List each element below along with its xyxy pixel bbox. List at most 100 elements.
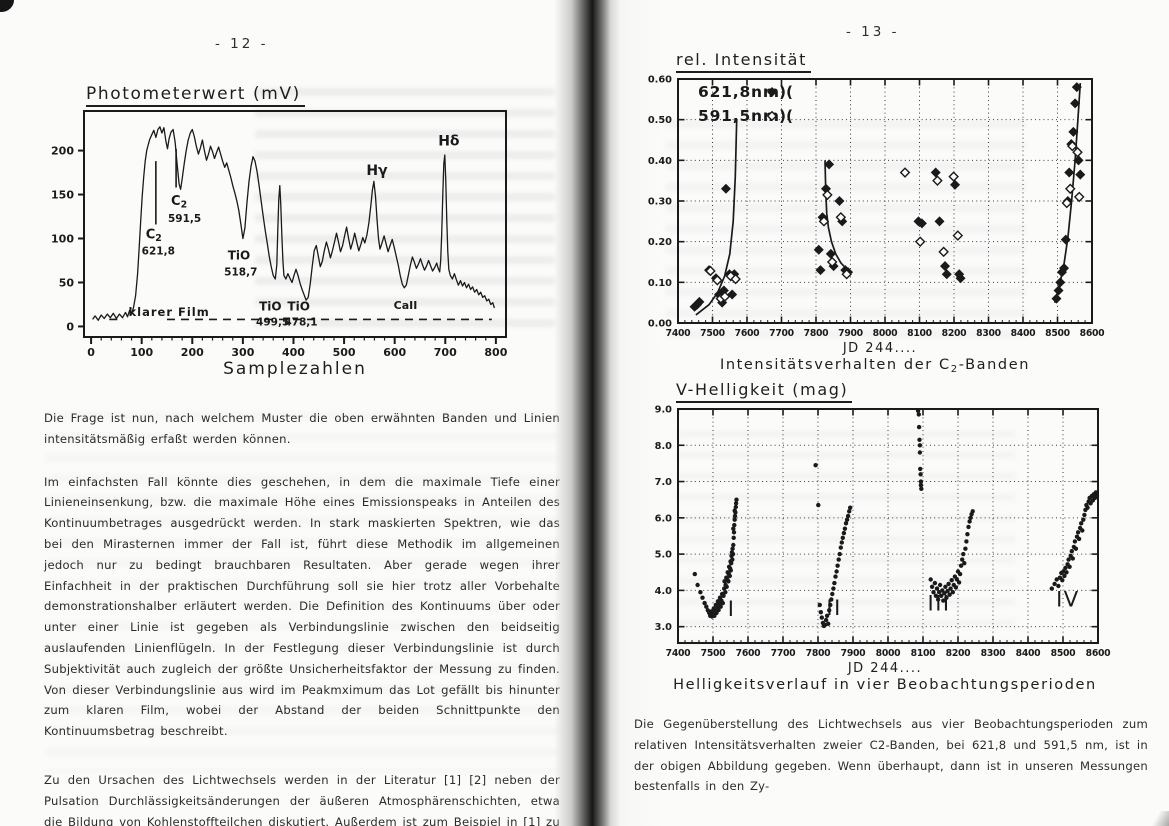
- svg-text:7700: 7700: [769, 328, 795, 339]
- svg-text:8100: 8100: [907, 328, 933, 339]
- page-12-text: Die Frage ist nun, nach welchem Muster d…: [44, 408, 560, 826]
- lightcurve-chart-block: V-Helligkeit (mag) 7400 7500 7600 7700 7800 7…: [640, 380, 1140, 693]
- svg-text:0.10: 0.10: [648, 278, 672, 289]
- svg-text:0.40: 0.40: [648, 156, 672, 167]
- svg-text:3.0: 3.0: [655, 622, 673, 633]
- paragraph: Im einfachsten Fall könnte dies geschehe…: [44, 474, 560, 739]
- page-13: - 13 - rel. Intensität 7400 7500 7600 7700 7…: [596, 0, 1169, 826]
- svg-text:0.50: 0.50: [648, 115, 672, 126]
- svg-text:TiO: TiO: [259, 300, 282, 314]
- svg-text:8500: 8500: [1051, 648, 1077, 659]
- lightcurve-chart-title: V-Helligkeit (mag): [676, 380, 853, 403]
- svg-text:100: 100: [130, 346, 153, 359]
- page-number-left: - 12 -: [215, 36, 269, 52]
- svg-text:C2: C2: [146, 228, 162, 245]
- svg-text:): ): [779, 83, 786, 101]
- svg-text:7900: 7900: [838, 328, 864, 339]
- paragraph: Zu den Ursachen des Lichtwechsels werden…: [44, 772, 560, 826]
- svg-text:8200: 8200: [942, 328, 968, 339]
- svg-text:0.30: 0.30: [648, 197, 672, 208]
- svg-text:8500: 8500: [1045, 328, 1071, 339]
- svg-text:200: 200: [181, 346, 204, 359]
- svg-text:150: 150: [51, 189, 74, 202]
- svg-text:C2: C2: [171, 194, 187, 211]
- book-gutter-shadow: [554, 0, 620, 826]
- svg-text:7900: 7900: [841, 648, 867, 659]
- svg-text:0.20: 0.20: [648, 237, 672, 248]
- svg-text:TiO: TiO: [228, 249, 251, 263]
- svg-text:0.60: 0.60: [648, 75, 672, 86]
- page-12: - 12 - Photometerwert (mV) 0 50 100 150 200 0…: [0, 0, 578, 826]
- spectrum-chart-block: Photometerwert (mV) 0 50 100 150 200 0 100 200 3…: [40, 84, 565, 379]
- svg-text:7800: 7800: [806, 648, 832, 659]
- svg-text:klarer Film: klarer Film: [129, 305, 210, 319]
- paragraph: Die Gegenüberstellung des Lichtwechsels …: [634, 717, 1148, 794]
- svg-text:Hγ: Hγ: [366, 163, 388, 179]
- svg-text:Hδ: Hδ: [438, 133, 460, 149]
- svg-text:7800: 7800: [804, 328, 830, 339]
- svg-text:600: 600: [383, 346, 406, 359]
- svg-text:7700: 7700: [771, 648, 797, 659]
- svg-text:7.0: 7.0: [655, 477, 673, 488]
- svg-text:8000: 8000: [876, 648, 902, 659]
- svg-text:IV: IV: [1056, 588, 1080, 612]
- svg-text:II: II: [826, 596, 841, 620]
- svg-text:7400: 7400: [666, 328, 692, 339]
- svg-text:CaII: CaII: [394, 299, 418, 312]
- lightcurve-chart-caption: Helligkeitsverlauf in vier Beobachtungsp…: [673, 677, 1097, 693]
- svg-text:7600: 7600: [735, 328, 761, 339]
- svg-text:8400: 8400: [1011, 328, 1037, 339]
- svg-text:621,8nm (: 621,8nm (: [698, 83, 794, 101]
- svg-text:8400: 8400: [1016, 648, 1042, 659]
- svg-text:8000: 8000: [873, 328, 899, 339]
- svg-text:621,8: 621,8: [142, 245, 175, 257]
- svg-text:8200: 8200: [946, 648, 972, 659]
- svg-text:499,5: 499,5: [256, 317, 289, 329]
- svg-text:5.0: 5.0: [655, 550, 673, 561]
- svg-text:0: 0: [66, 320, 74, 333]
- intensity-chart-block: rel. Intensität 7400 7500 7600 7700 7800 7900…: [640, 50, 1120, 375]
- paragraph: Die Frage ist nun, nach welchem Muster d…: [44, 411, 560, 446]
- svg-text:6.0: 6.0: [655, 513, 673, 524]
- svg-text:518,7: 518,7: [224, 266, 257, 278]
- intensity-chart: 7400 7500 7600 7700 7800 7900 8000 8100 8200 8300…: [648, 75, 1106, 340]
- svg-text:): ): [779, 107, 786, 125]
- intensity-chart-caption: Intensitätsverhalten der C2-Banden: [719, 357, 1031, 375]
- svg-text:8600: 8600: [1086, 648, 1112, 659]
- svg-text:I: I: [728, 597, 736, 621]
- svg-text:8600: 8600: [1080, 328, 1106, 339]
- svg-text:591,5: 591,5: [168, 213, 201, 225]
- svg-text:591,5nm (: 591,5nm (: [698, 107, 794, 125]
- lightcurve-jd-label: JD 244....: [847, 661, 923, 676]
- svg-text:8300: 8300: [976, 328, 1002, 339]
- svg-text:7400: 7400: [666, 648, 692, 659]
- svg-text:100: 100: [51, 233, 74, 246]
- svg-text:400: 400: [282, 346, 305, 359]
- spectrum-chart: 0 50 100 150 200 0 100 200 300 400 500 600 700 800 kla…: [51, 110, 508, 359]
- svg-text:7500: 7500: [701, 648, 727, 659]
- svg-text:8100: 8100: [911, 648, 937, 659]
- svg-text:500: 500: [333, 346, 356, 359]
- scan-corner-shadow: [1145, 811, 1169, 826]
- spectrum-x-axis-label: Samplezahlen: [223, 359, 367, 379]
- svg-text:TiO: TiO: [287, 300, 310, 314]
- intensity-jd-label: JD 244....: [842, 341, 918, 356]
- page-13-text: Die Gegenüberstellung des Lichtwechsels …: [634, 714, 1148, 819]
- svg-text:200: 200: [51, 145, 74, 158]
- svg-text:7500: 7500: [700, 328, 726, 339]
- spectrum-chart-title: Photometerwert (mV): [86, 84, 305, 107]
- svg-text:300: 300: [231, 346, 254, 359]
- page-number-right: - 13 -: [846, 24, 900, 40]
- svg-text:8.0: 8.0: [655, 441, 673, 452]
- svg-text:III: III: [928, 591, 951, 615]
- svg-text:4.0: 4.0: [655, 586, 673, 597]
- svg-text:800: 800: [484, 346, 507, 359]
- svg-text:7600: 7600: [736, 648, 762, 659]
- svg-text:478,1: 478,1: [284, 317, 317, 329]
- lightcurve-chart: 7400 7500 7600 7700 7800 7900 8000 8100 8200 8300…: [655, 405, 1112, 660]
- svg-text:8300: 8300: [981, 648, 1007, 659]
- svg-text:700: 700: [434, 346, 457, 359]
- svg-text:0.00: 0.00: [648, 319, 672, 330]
- svg-text:50: 50: [59, 276, 75, 289]
